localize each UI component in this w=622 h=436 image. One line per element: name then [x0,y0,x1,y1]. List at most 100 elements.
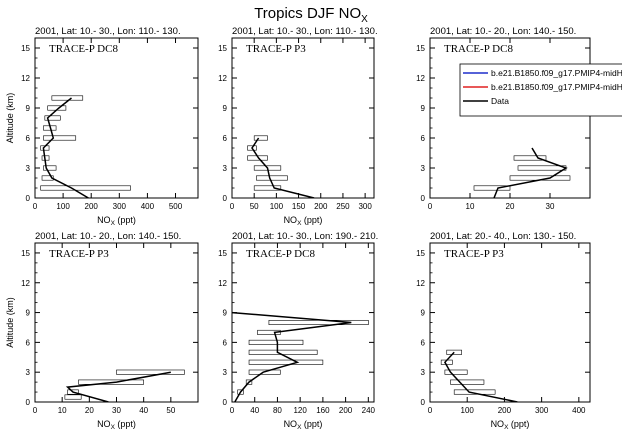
x-tick-label: 400 [141,202,155,211]
range-box [268,319,369,325]
y-tick-label: 15 [416,44,425,53]
x-tick-label: 10 [466,202,475,211]
x-axis-label: NOX (ppt) [97,419,136,431]
range-box [43,165,57,171]
y-tick-label: 0 [223,398,228,407]
x-tick-label: 40 [139,406,148,415]
x-tick-label: 80 [273,406,282,415]
y-tick-label: 9 [421,104,426,113]
x-axis-label-sub: X [297,424,302,431]
x-tick-label: 300 [535,406,549,415]
x-tick-label: 100 [270,202,284,211]
range-box [256,175,288,181]
data-layer [440,349,518,402]
y-tick-label: 12 [218,74,227,83]
x-axis-label: NOX (ppt) [491,419,530,431]
range-box [248,339,304,345]
x-tick-label: 30 [546,202,555,211]
y-tick-label: 3 [223,164,228,173]
y-tick-label: 12 [416,279,425,288]
x-axis-label-main: NO [284,419,298,429]
x-axis-label-sub: X [297,220,302,227]
y-tick-label: 9 [26,104,31,113]
panel-4: 2001, Lat: 10.- 20., Lon: 140.- 150. TRAC… [5,231,199,431]
y-tick-label: 9 [26,309,31,318]
x-axis-label-unit: (ppt) [508,419,529,429]
range-box [116,369,185,375]
x-axis-label: NOX (ppt) [97,215,136,227]
figure-title-sub: X [361,14,368,25]
x-tick-label: 250 [336,202,350,211]
range-box [253,135,268,141]
y-tick-label: 15 [218,44,227,53]
x-axis-label: NOX (ppt) [284,419,323,431]
y-tick-label: 3 [223,368,228,377]
data-profile-line [232,311,352,402]
data-profile-line [42,97,89,198]
y-tick-label: 0 [421,398,426,407]
panel-header: 2001, Lat: 20.- 40., Lon: 130.- 150. [430,231,576,242]
x-tick-label: 500 [169,202,183,211]
y-tick-label: 9 [223,309,228,318]
range-box [473,185,511,191]
data-layer [40,95,131,198]
x-tick-label: 0 [33,202,38,211]
range-box [43,135,77,141]
legend: b.e21.B1850.f09_g17.PMIP4-midHolo b.e21.B… [459,63,622,117]
x-axis-label-main: NO [97,215,111,225]
x-tick-label: 20 [85,406,94,415]
plot-frame [231,242,375,403]
y-tick-label: 6 [223,338,228,347]
y-tick-label: 12 [218,279,227,288]
y-tick-label: 3 [26,164,31,173]
range-box [237,389,244,395]
panel-3: 2001, Lat: 10.- 20., Lon: 140.- 150. TRAC… [416,26,591,211]
y-tick-label: 15 [21,44,30,53]
plot-frame [231,37,375,199]
y-axis-label: Altitude (km) [5,297,15,348]
range-box [453,389,496,395]
range-box [40,185,131,191]
x-tick-label: 50 [250,202,259,211]
data-layer [247,135,315,198]
data-layer [64,369,185,402]
range-box [51,95,84,101]
x-tick-label: 160 [316,406,330,415]
y-tick-label: 15 [21,249,30,258]
data-profile-line [65,371,171,402]
panel-header: 2001, Lat: 10.- 20., Lon: 140.- 150. [430,26,576,37]
data-profile-line [443,351,518,402]
panels: 2001, Lat: 10.- 30., Lon: 110.- 130. TRAC… [5,26,622,431]
y-tick-label: 0 [223,194,228,203]
range-box [253,185,282,191]
x-axis-label-main: NO [97,419,111,429]
range-box [245,379,253,385]
y-tick-label: 9 [223,104,228,113]
x-tick-label: 0 [230,406,235,415]
panel-1: 2001, Lat: 10.- 30., Lon: 110.- 130. TRAC… [5,26,199,227]
range-box [248,369,281,375]
range-box [78,379,144,385]
x-axis-label-unit: (ppt) [301,215,322,225]
range-box [446,349,462,355]
x-tick-label: 200 [498,406,512,415]
y-tick-label: 0 [421,194,426,203]
y-tick-label: 3 [421,164,426,173]
x-axis-label-main: NO [491,419,505,429]
x-tick-label: 40 [250,406,259,415]
x-axis-label-main: NO [284,215,298,225]
figure-title-main: Tropics DJF NO [254,5,361,22]
x-tick-label: 30 [112,406,121,415]
panel-6: 2001, Lat: 20.- 40., Lon: 130.- 150. TRAC… [416,231,591,431]
y-tick-label: 6 [26,338,31,347]
x-tick-label: 0 [428,406,433,415]
y-tick-label: 12 [21,74,30,83]
plot-frame [34,37,199,199]
campaign-label: TRACE-P DC8 [444,43,513,55]
x-tick-label: 200 [85,202,99,211]
panel-2: 2001, Lat: 10.- 30., Lon: 110.- 130. TRAC… [218,26,378,227]
campaign-label: TRACE-P P3 [246,43,306,55]
plot-frame [34,242,199,403]
x-tick-label: 150 [292,202,306,211]
